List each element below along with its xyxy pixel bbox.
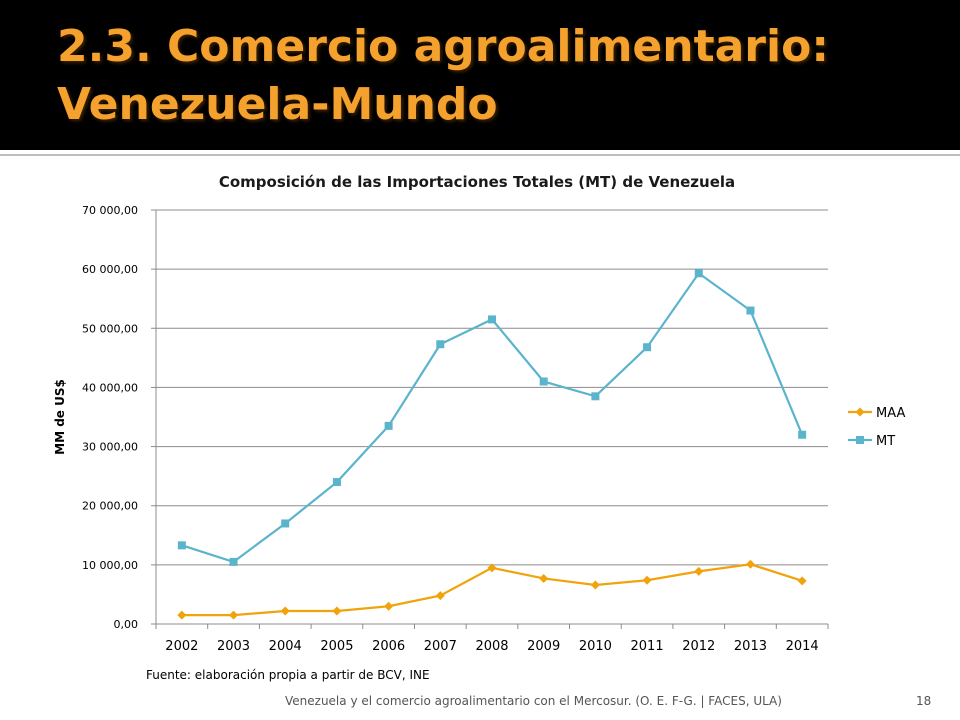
x-tick-label: 2004 — [269, 639, 302, 654]
data-point-maa — [177, 610, 187, 620]
data-point-maa — [694, 566, 704, 576]
title-divider — [0, 154, 960, 156]
x-tick-label: 2006 — [372, 639, 405, 654]
data-point-maa — [280, 606, 290, 616]
data-point-maa — [539, 573, 549, 583]
chart-title: Composición de las Importaciones Totales… — [219, 173, 735, 191]
series-mt — [177, 269, 807, 566]
y-tick-label: 20 000,00 — [82, 500, 138, 513]
data-point-mt — [384, 421, 393, 430]
data-point-mt — [229, 557, 238, 566]
slide-title-line-2: Venezuela-Mundo — [57, 79, 498, 130]
data-point-mt — [488, 315, 496, 324]
chart-gridlines — [156, 209, 828, 566]
data-point-maa — [384, 601, 394, 611]
data-point-mt — [798, 430, 807, 439]
chart-series — [177, 269, 807, 620]
legend-marker-maa — [855, 407, 865, 417]
x-tick-label: 2007 — [424, 639, 457, 654]
y-tick-label: 10 000,00 — [82, 559, 138, 572]
data-point-maa — [229, 610, 239, 620]
data-point-mt — [436, 340, 445, 349]
legend-marker-mt — [856, 436, 864, 444]
data-point-mt — [643, 343, 652, 352]
data-point-maa — [590, 580, 600, 590]
data-point-mt — [281, 519, 290, 528]
x-tick-label: 2011 — [631, 639, 664, 654]
x-tick-label: 2008 — [475, 639, 508, 654]
data-point-mt — [591, 392, 600, 401]
legend-label-maa: MAA — [876, 406, 905, 421]
data-point-maa — [745, 559, 755, 569]
data-point-maa — [797, 576, 807, 586]
y-axis-label: MM de US$ — [53, 379, 67, 455]
x-tick-label: 2014 — [786, 639, 819, 654]
y-tick-label: 50 000,00 — [82, 322, 138, 335]
x-tick-label: 2002 — [165, 639, 198, 654]
source-note: Fuente: elaboración propia a partir de B… — [146, 668, 430, 682]
imports-line-chart: Composición de las Importaciones Totales… — [53, 173, 905, 654]
slide-footer: Venezuela y el comercio agroalimentario … — [285, 694, 782, 708]
x-tick-label: 2009 — [527, 639, 560, 654]
slide-title-line-1: 2.3. Comercio agroalimentario: — [57, 21, 829, 72]
x-tick-label: 2012 — [682, 639, 715, 654]
chart-axes — [151, 209, 829, 629]
data-point-maa — [435, 591, 445, 601]
data-point-mt — [332, 478, 341, 487]
x-tick-label: 2013 — [734, 639, 767, 654]
data-point-maa — [487, 563, 497, 573]
data-point-maa — [332, 606, 342, 616]
y-tick-label: 60 000,00 — [82, 263, 138, 276]
y-tick-label: 40 000,00 — [82, 381, 138, 394]
x-tick-label: 2005 — [320, 639, 353, 654]
y-axis-tick-labels: 0,00 10 000,00 20 000,00 30 000,00 40 000,00… — [82, 204, 138, 631]
slide-title: 2.3. Comercio agroalimentario: Venezuela… — [57, 18, 937, 134]
x-tick-label: 2010 — [579, 639, 612, 654]
y-tick-label: 30 000,00 — [82, 441, 138, 454]
data-point-mt — [539, 377, 548, 386]
y-tick-label: 0,00 — [114, 618, 139, 631]
page-number: 18 — [916, 694, 932, 708]
data-point-mt — [746, 306, 755, 315]
series-maa — [177, 559, 807, 620]
x-axis-tick-labels: 2002 2003 2004 2005 2006 2007 2008 2009 2010 2011… — [165, 639, 818, 654]
chart-legend: MAA MT — [848, 406, 905, 449]
data-point-maa — [642, 575, 652, 585]
data-point-mt — [177, 541, 186, 550]
title-bar: 2.3. Comercio agroalimentario: Venezuela… — [0, 0, 960, 150]
x-tick-label: 2003 — [217, 639, 250, 654]
data-point-mt — [694, 269, 703, 278]
y-tick-label: 70 000,00 — [82, 204, 138, 217]
legend-label-mt: MT — [876, 434, 895, 449]
